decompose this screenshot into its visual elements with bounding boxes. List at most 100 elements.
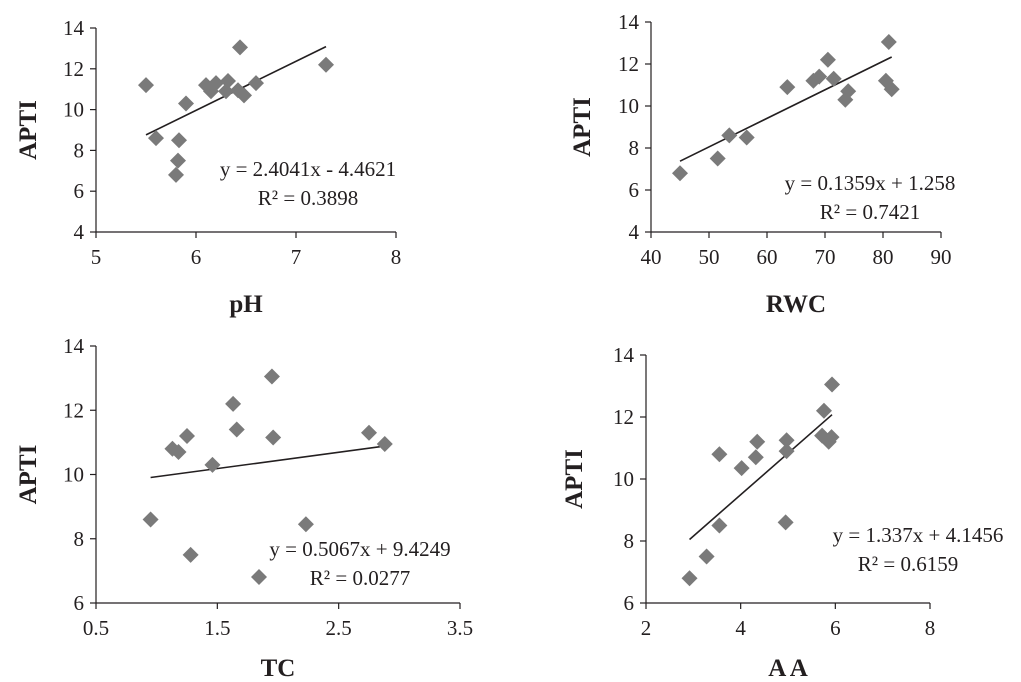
y-tick-label: 10 xyxy=(63,98,84,122)
r-squared-label: R² = 0.0277 xyxy=(310,566,410,590)
trendline xyxy=(150,445,385,479)
data-point xyxy=(248,75,264,92)
data-point xyxy=(138,77,154,94)
y-tick-label: 10 xyxy=(618,94,639,118)
data-point xyxy=(778,443,795,460)
x-tick-label: 40 xyxy=(641,245,662,269)
x-tick-label: 5 xyxy=(91,245,102,269)
chart-panel-1: 4 6 8 10 12 14 5 6 7 8 pH APTI y = 2.4041x - 4.4621 R… xyxy=(15,16,401,318)
y-tick-label: 8 xyxy=(629,136,640,160)
data-point xyxy=(171,132,187,149)
x-tick-label: 2.5 xyxy=(326,616,352,640)
trend-equation: y = 1.337x + 4.1456 xyxy=(833,523,1004,547)
y-tick-label: 8 xyxy=(74,527,85,551)
data-point xyxy=(208,75,224,92)
r-squared-label: R² = 0.7421 xyxy=(820,200,920,224)
x-axis-title: A A xyxy=(768,655,808,682)
data-point xyxy=(265,429,282,446)
x-tick-label: 3.5 xyxy=(447,616,473,640)
data-point xyxy=(778,432,795,449)
data-point xyxy=(711,446,728,463)
data-point xyxy=(823,429,840,446)
data-point xyxy=(883,81,900,98)
data-point xyxy=(711,517,728,534)
x-tick-label: 1.5 xyxy=(204,616,230,640)
x-tick-label: 8 xyxy=(925,616,936,640)
data-point xyxy=(263,368,280,385)
y-tick-label: 4 xyxy=(74,220,85,244)
x-tick-label: 50 xyxy=(699,245,720,269)
y-tick-label: 10 xyxy=(63,463,84,487)
x-axis-title: RWC xyxy=(766,291,826,318)
r-squared-label: R² = 0.3898 xyxy=(258,186,358,210)
legend-marker xyxy=(251,569,267,585)
data-point xyxy=(825,70,842,87)
chart-panel-3: 6 8 10 12 14 0.5 1.5 2.5 3.5 TC APTI y = 0.5067x + … xyxy=(15,334,473,682)
x-tick-label: 6 xyxy=(830,616,841,640)
y-tick-label: 6 xyxy=(74,591,85,615)
data-point xyxy=(738,129,755,146)
data-point xyxy=(232,39,248,56)
x-tick-label: 8 xyxy=(391,245,402,269)
x-tick-label: 4 xyxy=(735,616,746,640)
y-tick-label: 6 xyxy=(629,178,640,202)
data-point xyxy=(297,516,314,533)
y-tick-label: 14 xyxy=(618,10,640,34)
y-axis-title: APTI xyxy=(569,97,596,157)
chart-panel-2: 4 6 8 10 12 14 40 50 60 70 80 90 RWC APTI y = 0.1359x … xyxy=(569,10,955,318)
data-point xyxy=(218,83,234,100)
y-tick-label: 6 xyxy=(74,179,85,203)
y-tick-label: 12 xyxy=(63,57,84,81)
data-point xyxy=(733,460,750,477)
data-point xyxy=(170,152,186,169)
y-tick-label: 12 xyxy=(618,52,639,76)
data-point xyxy=(777,514,794,531)
data-point xyxy=(815,402,832,419)
y-tick-label: 8 xyxy=(624,529,635,553)
data-point xyxy=(749,433,766,450)
data-point xyxy=(824,376,841,393)
data-point xyxy=(179,427,195,444)
x-tick-label: 90 xyxy=(931,245,952,269)
y-tick-label: 8 xyxy=(74,138,85,162)
data-point xyxy=(840,83,857,100)
trendline xyxy=(679,56,893,162)
x-axis-title: pH xyxy=(229,291,263,318)
y-tick-label: 6 xyxy=(624,591,635,615)
chart-panel-4: 6 8 10 12 14 2 4 6 8 A A APTI y = 1.337x + 4.1456 R²… xyxy=(561,343,1003,682)
y-tick-label: 14 xyxy=(63,16,85,40)
trend-equation: y = 0.5067x + 9.4249 xyxy=(269,537,450,561)
data-point xyxy=(220,73,236,90)
data-point xyxy=(361,424,377,441)
data-point xyxy=(709,150,726,167)
data-point xyxy=(318,56,334,73)
y-tick-label: 10 xyxy=(613,467,634,491)
x-tick-label: 80 xyxy=(873,245,894,269)
y-tick-label: 14 xyxy=(613,343,635,367)
data-point xyxy=(236,87,252,104)
y-tick-label: 12 xyxy=(613,405,634,429)
data-point xyxy=(880,33,897,50)
x-tick-label: 70 xyxy=(815,245,836,269)
data-point xyxy=(142,511,159,528)
data-point xyxy=(698,548,715,565)
y-axis-title: APTI xyxy=(561,449,588,509)
trend-equation: y = 0.1359x + 1.258 xyxy=(785,171,956,195)
data-point xyxy=(204,456,221,473)
data-point xyxy=(225,395,242,412)
data-point xyxy=(178,95,194,112)
data-point xyxy=(819,51,836,68)
data-point xyxy=(168,166,184,183)
data-point xyxy=(747,449,764,466)
x-tick-label: 7 xyxy=(291,245,302,269)
r-squared-label: R² = 0.6159 xyxy=(858,552,958,576)
data-point xyxy=(228,421,245,438)
y-tick-label: 14 xyxy=(63,334,85,358)
data-point xyxy=(811,68,828,85)
data-point xyxy=(681,570,698,587)
y-tick-label: 12 xyxy=(63,398,84,422)
data-point xyxy=(376,435,393,452)
trendline xyxy=(689,414,833,541)
x-tick-label: 2 xyxy=(641,616,652,640)
